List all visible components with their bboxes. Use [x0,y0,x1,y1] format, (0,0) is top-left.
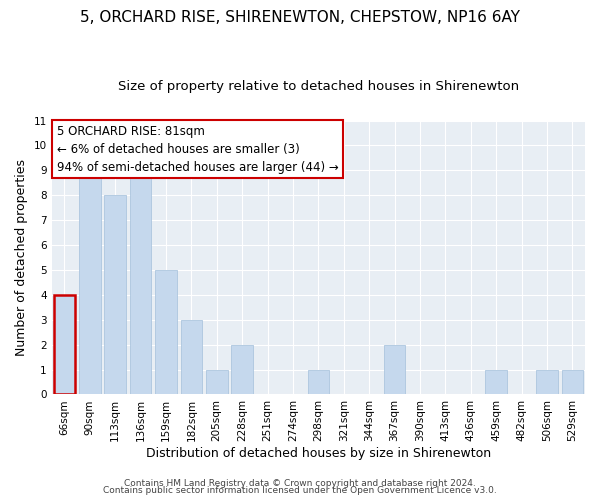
Bar [562,370,583,394]
Bar [206,370,227,394]
Text: 5 ORCHARD RISE: 81sqm
← 6% of detached houses are smaller (3)
94% of semi-detach: 5 ORCHARD RISE: 81sqm ← 6% of detached h… [57,124,339,174]
Bar [181,320,202,394]
Bar [485,370,507,394]
Text: Contains public sector information licensed under the Open Government Licence v3: Contains public sector information licen… [103,486,497,495]
Bar [53,295,75,394]
X-axis label: Distribution of detached houses by size in Shirenewton: Distribution of detached houses by size … [146,447,491,460]
Y-axis label: Number of detached properties: Number of detached properties [15,159,28,356]
Bar [104,196,126,394]
Bar [308,370,329,394]
Title: Size of property relative to detached houses in Shirenewton: Size of property relative to detached ho… [118,80,519,93]
Bar [232,344,253,395]
Text: Contains HM Land Registry data © Crown copyright and database right 2024.: Contains HM Land Registry data © Crown c… [124,478,476,488]
Bar [155,270,177,394]
Bar [536,370,557,394]
Bar [79,170,101,394]
Text: 5, ORCHARD RISE, SHIRENEWTON, CHEPSTOW, NP16 6AY: 5, ORCHARD RISE, SHIRENEWTON, CHEPSTOW, … [80,10,520,25]
Bar [130,170,151,394]
Bar [384,344,406,395]
